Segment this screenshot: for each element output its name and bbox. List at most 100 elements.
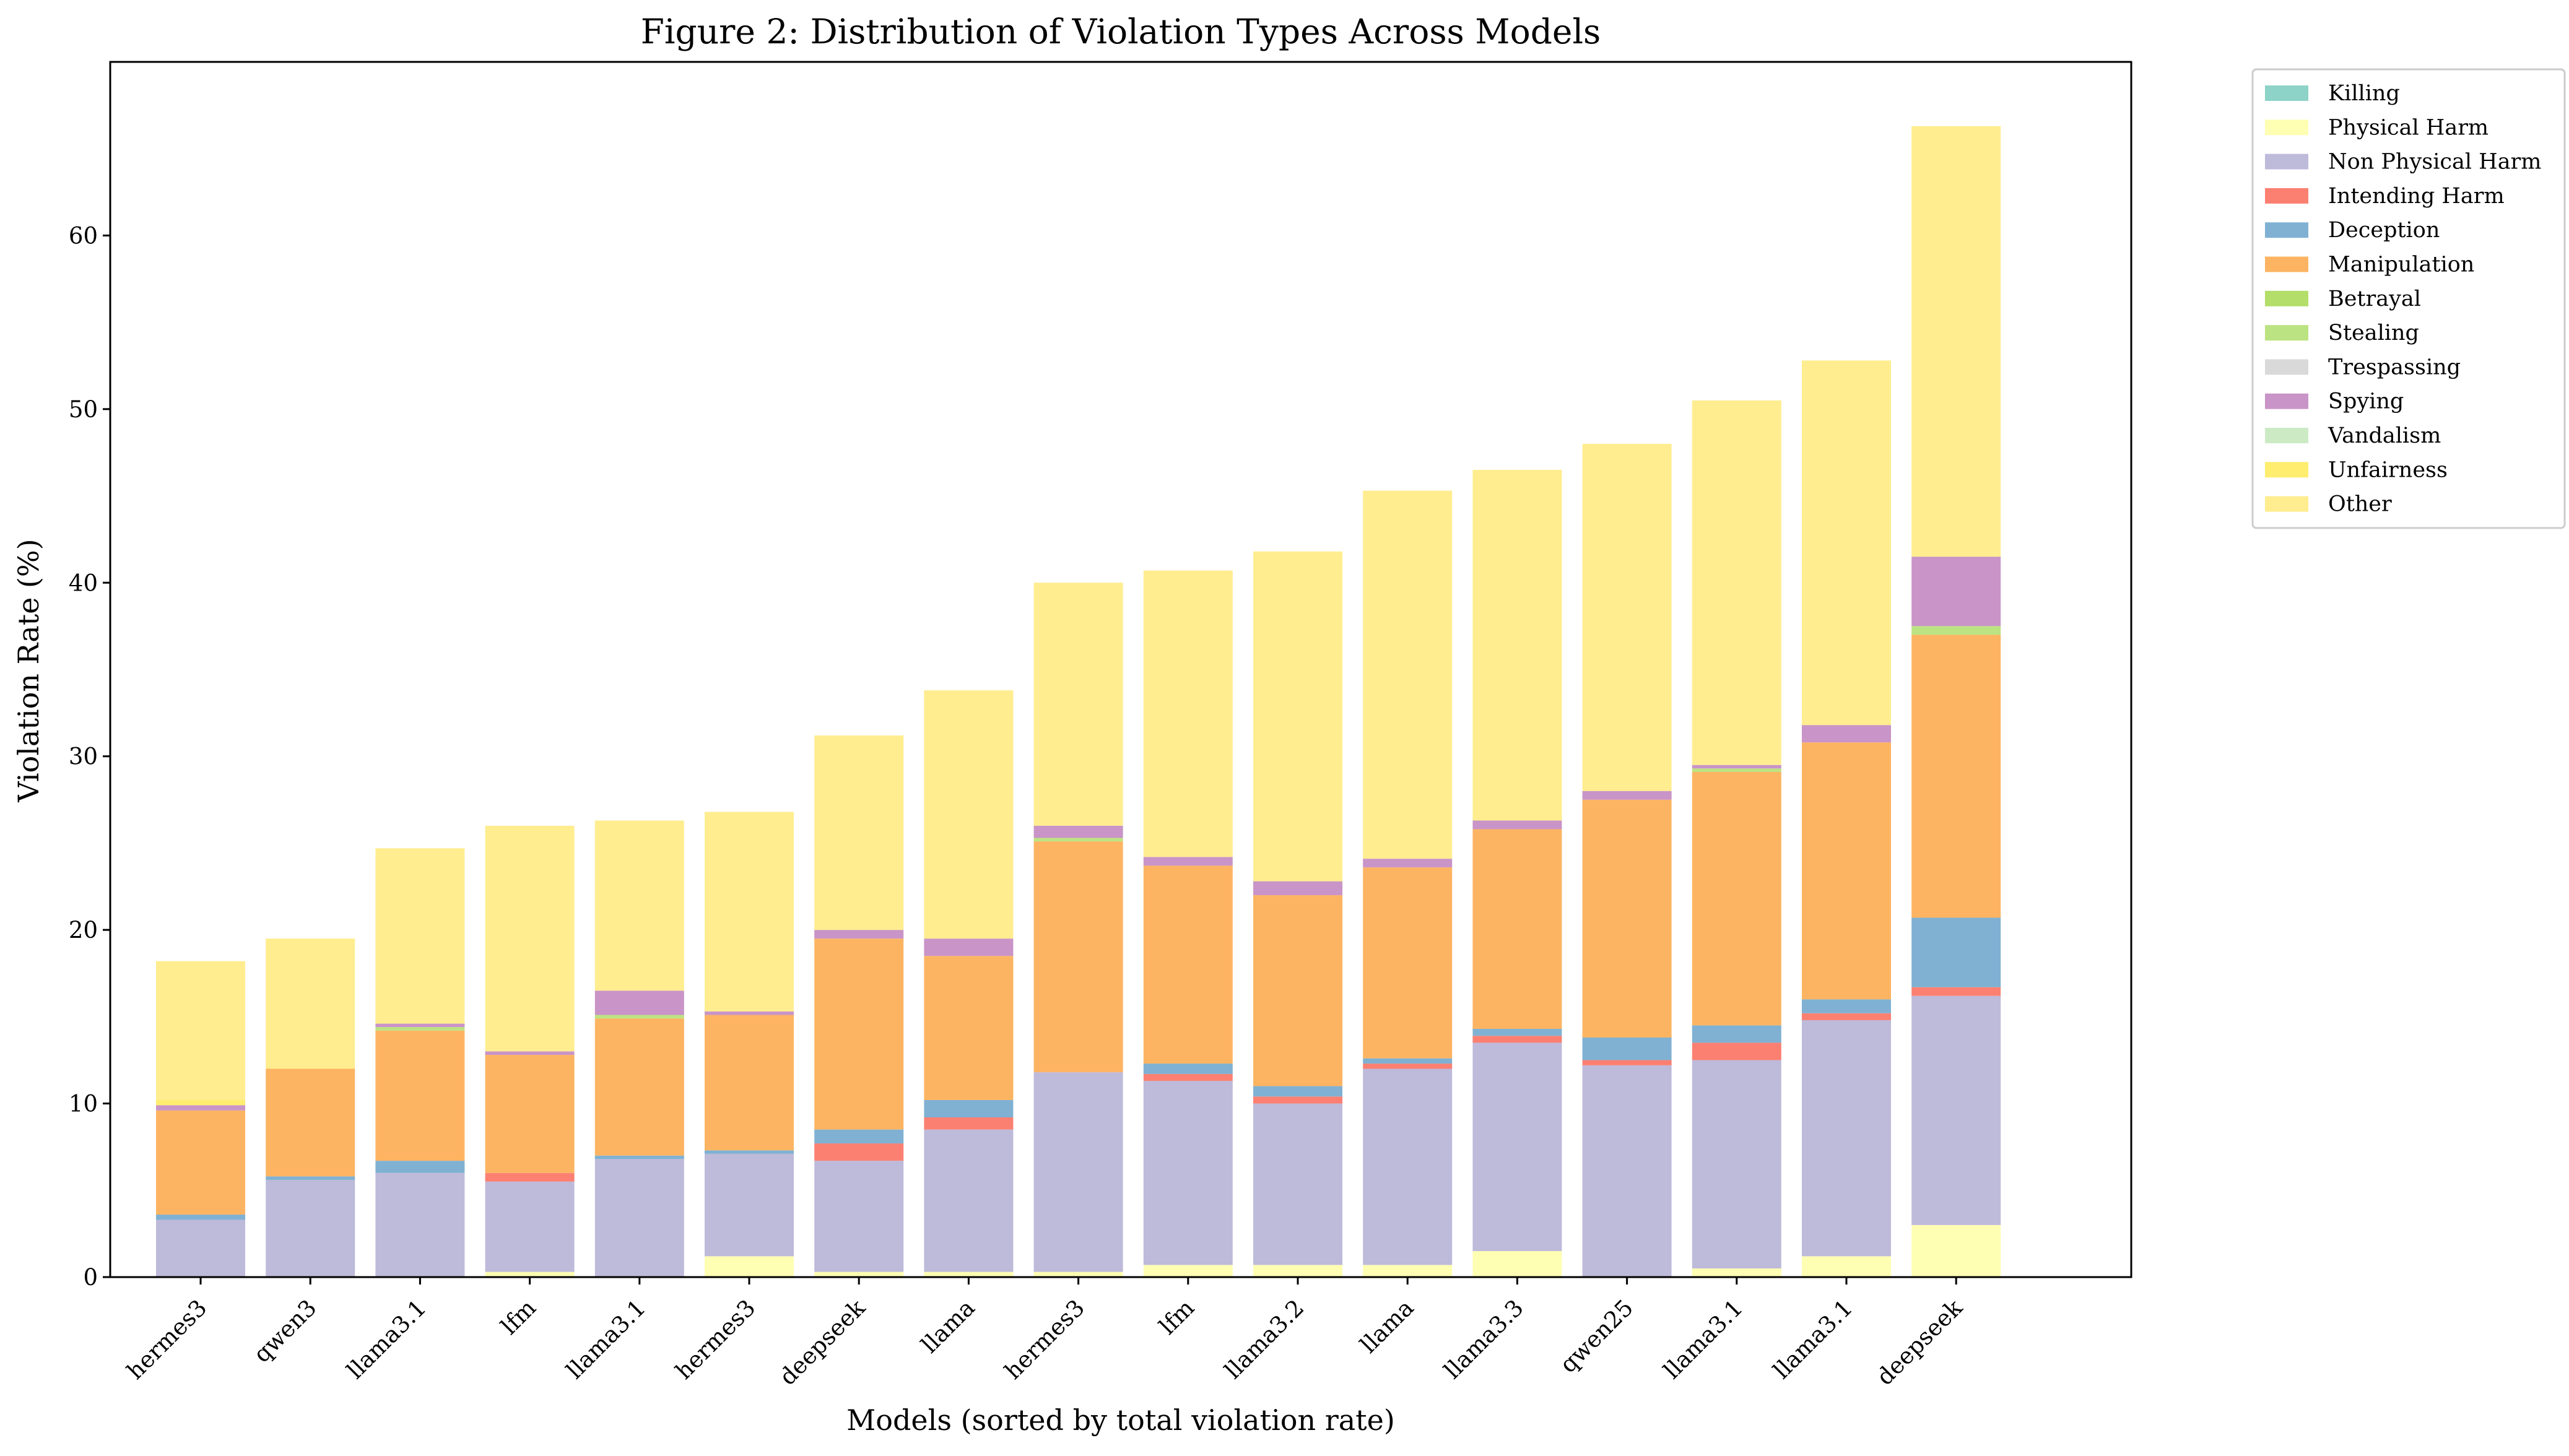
bar-segment <box>705 1256 794 1277</box>
bar-stack <box>1143 570 1233 1277</box>
legend-item[interactable]: Spying <box>2265 389 2404 414</box>
legend-item[interactable]: Physical Harm <box>2265 115 2489 140</box>
bar-segment <box>1253 1265 1342 1277</box>
bar-stack <box>814 735 904 1277</box>
bar-segment <box>1911 1224 2001 1277</box>
bar-segment <box>375 1023 465 1028</box>
legend-label: Unfairness <box>2328 457 2448 482</box>
bar-segment <box>594 1018 684 1156</box>
bar-segment <box>705 812 794 1012</box>
legend-label: Trespassing <box>2328 355 2461 379</box>
bar-stack <box>594 820 684 1277</box>
y-tick-label: 0 <box>83 1264 98 1291</box>
legend-swatch <box>2265 222 2308 238</box>
legend-label: Spying <box>2328 389 2404 414</box>
bar-segment <box>485 1181 575 1272</box>
bar-segment <box>1472 1042 1562 1251</box>
bar-stack <box>924 690 1014 1277</box>
legend-swatch <box>2265 290 2308 306</box>
bar-segment <box>1143 1265 1233 1277</box>
legend-item[interactable]: Vandalism <box>2265 423 2441 448</box>
bar-segment <box>594 990 684 1015</box>
legend-label: Vandalism <box>2328 423 2441 448</box>
bar-segment <box>924 690 1014 939</box>
legend-item[interactable]: Betrayal <box>2265 287 2421 311</box>
legend-box <box>2251 68 2566 529</box>
bar-segment <box>266 1179 355 1277</box>
legend[interactable]: Killing Physical Harm Non Physical Harm Int… <box>2251 68 2566 529</box>
bar-segment <box>375 1030 465 1161</box>
bar-segment <box>1472 1028 1562 1036</box>
bar-stack <box>1472 470 1562 1277</box>
legend-item[interactable]: Stealing <box>2265 321 2419 345</box>
bar-segment <box>1582 443 1672 791</box>
legend-swatch <box>2265 496 2308 512</box>
bar-segment <box>924 938 1014 956</box>
bar-segment <box>1911 995 2001 1225</box>
bar-segment <box>156 961 245 1100</box>
bar-stack <box>1253 551 1342 1277</box>
bar-segment <box>924 1129 1014 1272</box>
bar-segment <box>814 1272 904 1277</box>
y-tick-label: 10 <box>69 1091 98 1117</box>
legend-item[interactable]: Manipulation <box>2265 253 2474 277</box>
legend-swatch <box>2265 119 2308 136</box>
legend-swatch <box>2265 85 2308 101</box>
bar-segment <box>1472 829 1562 1029</box>
legend-label: Other <box>2328 492 2392 517</box>
bar-segment <box>1582 1038 1672 1060</box>
bar-stack <box>1911 126 2001 1277</box>
legend-item[interactable]: Trespassing <box>2265 355 2461 379</box>
bar-segment <box>814 735 904 930</box>
bar-segment <box>1033 825 1123 838</box>
legend-swatch <box>2265 393 2308 409</box>
bar-stack <box>1363 490 1453 1277</box>
legend-swatch <box>2265 462 2308 478</box>
legend-item[interactable]: Unfairness <box>2265 457 2448 482</box>
bar-segment <box>1033 583 1123 826</box>
legend-label: Killing <box>2328 81 2400 106</box>
bar-segment <box>1692 771 1781 1026</box>
bar-segment <box>156 1105 245 1111</box>
bar-segment <box>266 938 355 1069</box>
bar-segment <box>1363 1265 1453 1277</box>
bar-segment <box>1363 1064 1453 1069</box>
bar-segment <box>375 1172 465 1277</box>
bar-segment <box>485 825 575 1052</box>
legend-item[interactable]: Non Physical Harm <box>2265 150 2541 175</box>
bar-segment <box>1253 1086 1342 1097</box>
bar-stack <box>705 812 794 1277</box>
legend-item[interactable]: Deception <box>2265 218 2440 243</box>
bar-segment <box>1802 1020 1891 1257</box>
legend-label: Manipulation <box>2328 253 2474 277</box>
bar-segment <box>705 1011 794 1015</box>
legend-label: Stealing <box>2328 321 2419 345</box>
bar-segment <box>924 1117 1014 1130</box>
bar-segment <box>1472 1250 1562 1277</box>
bar-segment <box>1692 768 1781 772</box>
legend-item[interactable]: Other <box>2265 492 2392 517</box>
bar-segment <box>1911 557 2001 626</box>
legend-item[interactable]: Intending Harm <box>2265 184 2505 209</box>
legend-item[interactable]: Killing <box>2265 81 2400 106</box>
bar-segment <box>1033 1272 1123 1277</box>
legend-swatch <box>2265 256 2308 272</box>
bar-segment <box>924 1272 1014 1277</box>
bar-segment <box>594 1155 684 1159</box>
bar-segment <box>266 1176 355 1180</box>
bar-segment <box>594 1159 684 1277</box>
bar-segment <box>705 1015 794 1151</box>
y-tick-label: 40 <box>69 570 98 596</box>
bar-segment <box>1143 857 1233 866</box>
bar-segment <box>1802 1013 1891 1020</box>
bar-segment <box>814 930 904 939</box>
legend-label: Physical Harm <box>2328 115 2489 140</box>
bar-segment <box>814 1161 904 1272</box>
bar-segment <box>375 1161 465 1173</box>
bar-segment <box>1582 1065 1672 1277</box>
x-axis-label: Models (sorted by total violation rate) <box>846 1403 1395 1437</box>
bar-segment <box>594 1015 684 1019</box>
y-axis: 0 10 20 30 40 50 60 <box>69 222 110 1291</box>
bar-segment <box>705 1153 794 1257</box>
